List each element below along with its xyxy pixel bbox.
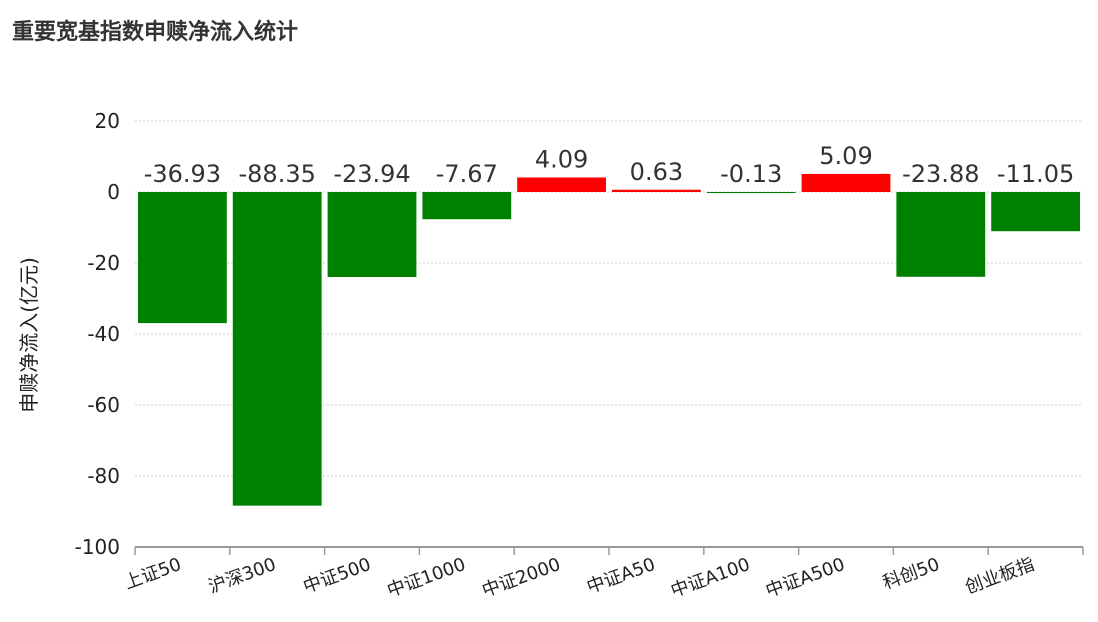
bar — [327, 192, 417, 277]
bar — [232, 192, 322, 506]
data-label: 0.63 — [630, 158, 683, 186]
x-tick-label: 中证2000 — [479, 554, 563, 602]
x-tick-label: 中证500 — [300, 554, 373, 598]
data-label: -11.05 — [997, 160, 1074, 188]
data-label: -36.93 — [144, 160, 221, 188]
x-tick-label: 中证A50 — [584, 554, 658, 598]
x-tick-label: 中证A500 — [763, 554, 848, 602]
data-label: -23.94 — [333, 160, 410, 188]
chart-title: 重要宽基指数申赎净流入统计 — [12, 20, 299, 45]
x-tick-label: 上证50 — [122, 554, 185, 594]
bar — [706, 192, 796, 193]
data-label: -23.88 — [902, 160, 979, 188]
x-tick-label: 中证1000 — [384, 554, 468, 602]
bar — [991, 192, 1080, 232]
x-tick-label: 创业板指 — [962, 554, 1037, 598]
data-label: -7.67 — [436, 160, 498, 188]
y-tick-label: 20 — [95, 109, 120, 133]
bar — [138, 192, 227, 324]
y-tick-label: -40 — [87, 322, 120, 346]
bar — [422, 192, 512, 220]
bar — [896, 192, 986, 277]
x-tick-label: 科创50 — [880, 554, 943, 594]
data-label: 4.09 — [535, 145, 588, 173]
x-tick-label: 沪深300 — [206, 554, 279, 598]
x-tick-label: 中证A100 — [668, 554, 753, 602]
y-tick-label: -80 — [87, 464, 120, 488]
bar — [517, 177, 606, 192]
data-label: 5.09 — [819, 142, 872, 170]
y-tick-label: -100 — [75, 535, 120, 559]
bar — [612, 189, 701, 192]
bar — [801, 173, 891, 192]
data-label: -88.35 — [239, 160, 316, 188]
y-tick-label: -60 — [87, 393, 120, 417]
y-axis-label: 申赎净流入(亿元) — [17, 257, 41, 413]
data-label: -0.13 — [720, 160, 782, 188]
y-tick-label: 0 — [107, 180, 120, 204]
y-tick-label: -20 — [87, 251, 120, 275]
